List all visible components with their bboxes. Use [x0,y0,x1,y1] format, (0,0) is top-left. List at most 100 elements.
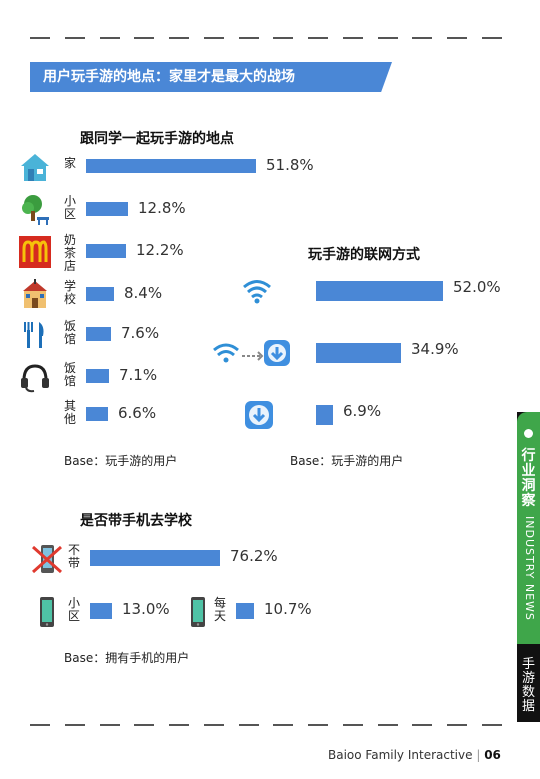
dash-segment [412,37,433,39]
category-label: 家 [64,156,77,170]
bar-value-label: 8.4% [124,284,163,302]
school-phone-row: 小区 13.0% [0,596,540,627]
dash-segment [203,724,224,726]
bar-value-label: 7.1% [119,366,158,384]
bar-value-label: 6.9% [343,402,382,420]
bar [90,603,112,619]
wifi-icon [240,274,274,308]
dash-segment [30,37,50,39]
dot-icon [524,429,533,438]
dash-segment [273,37,294,39]
bar [86,287,114,301]
category-label: 奶茶店 [64,233,77,273]
bar [90,550,220,566]
category-label: 小区 [68,596,81,623]
phone-icon [30,595,64,629]
dash-segment [447,37,468,39]
dash-segment [99,724,120,726]
category-label: 饭馆 [64,361,77,388]
bar-value-label: 34.9% [411,340,459,358]
bar-value-label: 10.7% [264,600,312,618]
category-label: 其他 [64,399,77,426]
bar-value-label: 51.8% [266,156,314,174]
chart2-base-note: Base：玩手游的用户 [290,454,404,468]
dash-segment [64,37,85,39]
dash-segment [238,724,259,726]
school-phone-row: 不带 76.2% [0,543,540,574]
dash-segment [308,37,329,39]
bar [86,327,111,341]
school-icon [18,278,52,312]
dash-segment [377,724,398,726]
location-row: 奶茶店 12.2% [0,234,540,273]
bar [86,369,109,383]
headset-icon [18,360,52,394]
dash-segment [134,724,155,726]
chart3-base-note: Base：拥有手机的用户 [64,651,190,665]
network-row: 34.9% [0,338,540,366]
side-tab-green: 行业洞察 INDUSTRY NEWS [517,412,540,644]
house-icon [18,150,52,184]
bar [86,244,126,258]
category-label: 每天 [214,596,227,623]
dash-segment [169,724,190,726]
category-label: 饭馆 [64,319,77,346]
bar [236,603,254,619]
no-phone-icon [30,542,64,576]
bar-value-label: 6.6% [118,404,157,422]
dash-segment [238,37,259,39]
dash-segment [30,724,50,726]
bar-value-label: 76.2% [230,547,278,565]
dash-segment [447,724,468,726]
side-tab-section: 手游数据 [521,657,535,714]
chart2-title: 玩手游的联网方式 [308,247,420,263]
bar-value-label: 12.8% [138,199,186,217]
side-tab: 行业洞察 INDUSTRY NEWS 手游数据 [517,412,540,722]
bar [316,281,443,301]
location-row: 饭馆 7.1% [0,361,540,393]
side-tab-subtitle: INDUSTRY NEWS [523,516,536,621]
footer-page-number: 06 [484,748,501,762]
bar [86,202,128,216]
bottom-dashed-divider [30,724,502,726]
chart1-base-note: Base：玩手游的用户 [64,454,178,468]
bar [316,405,333,425]
side-tab-title: 行业洞察 [521,448,536,509]
location-row: 学校 8.4% [0,279,540,308]
bar [86,407,108,421]
chart3-title: 是否带手机去学校 [80,513,192,529]
network-row: 52.0% [0,276,540,304]
dash-segment [134,37,155,39]
dash-segment [64,724,85,726]
dash-segment [342,37,363,39]
mcdonalds-icon [18,235,52,269]
fork-knife-icon [18,318,52,352]
chart1-title: 跟同学一起玩手游的地点 [80,131,234,147]
bar-value-label: 7.6% [121,324,160,342]
dash-segment [342,724,363,726]
park-tree-icon [18,193,52,227]
network-row: 6.9% [0,400,540,429]
school-phone-row: 每天 10.7% [0,596,540,627]
footer-company: Baioo Family Interactive [328,748,473,762]
phone-icon [181,595,215,629]
dash-segment [99,37,120,39]
location-row: 饭馆 7.6% [0,319,540,348]
dash-segment [412,724,433,726]
location-row: 家 51.8% [0,152,540,181]
category-label: 学校 [64,279,77,306]
dash-segment [169,37,190,39]
dash-segment [308,724,329,726]
download-app-icon [242,398,276,432]
bar-value-label: 12.2% [136,241,184,259]
category-label: 不带 [68,543,81,570]
bar-value-label: 52.0% [453,278,501,296]
bar [86,159,256,173]
dash-segment [203,37,224,39]
footer: Baioo Family Interactive | 06 [328,748,501,762]
dash-segment [377,37,398,39]
dash-segment [481,724,502,726]
bar [316,343,401,363]
bar-value-label: 13.0% [122,600,170,618]
location-row: 小区 12.8% [0,195,540,225]
